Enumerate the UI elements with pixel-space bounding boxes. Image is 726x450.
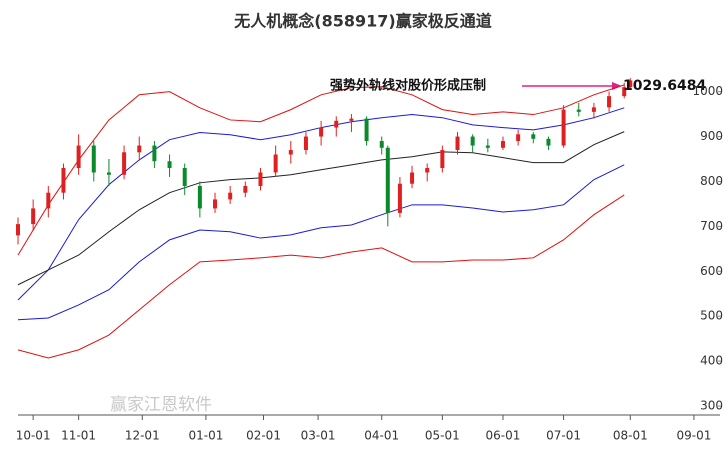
- candle-body: [273, 154, 278, 173]
- candle-body: [500, 141, 505, 148]
- candle-body: [182, 167, 187, 186]
- candle-body: [319, 127, 324, 137]
- candle-body: [167, 161, 172, 168]
- watermark: 赢家江恩软件: [110, 395, 212, 415]
- y-tick-label: 500: [700, 309, 723, 323]
- candle-body: [516, 134, 521, 142]
- channel-line: [17, 131, 625, 286]
- y-tick-label: 300: [700, 399, 723, 413]
- x-tick-label: 10-01: [16, 429, 51, 443]
- candle-body: [576, 109, 581, 112]
- candle-body: [455, 136, 460, 151]
- candle-body: [303, 136, 308, 151]
- candle-body: [379, 141, 384, 148]
- candle-body: [152, 145, 157, 162]
- x-tick-label: 06-01: [486, 429, 521, 443]
- y-tick-label: 900: [700, 129, 723, 143]
- candle-body: [288, 150, 293, 155]
- candle-body: [485, 145, 490, 148]
- candle-body: [334, 120, 339, 128]
- candle-body: [440, 150, 445, 168]
- candle-body: [137, 145, 142, 153]
- x-tick-label: 03-01: [301, 429, 336, 443]
- candle-body: [385, 147, 390, 213]
- candle-body: [364, 118, 369, 142]
- candle-body: [31, 208, 36, 225]
- candle-body: [258, 172, 263, 186]
- candle-body: [76, 145, 81, 168]
- candle-body: [122, 152, 127, 175]
- candle-body: [397, 183, 402, 213]
- y-tick-label: 600: [700, 264, 723, 278]
- x-tick-label: 02-01: [246, 429, 281, 443]
- channel-line: [17, 84, 625, 256]
- candle-body: [628, 80, 633, 88]
- candle-body: [470, 136, 475, 146]
- candle-body: [425, 167, 430, 173]
- x-tick-label: 05-01: [425, 429, 460, 443]
- channel-line: [17, 164, 625, 321]
- candle-body: [228, 192, 233, 200]
- candle-body: [349, 118, 354, 121]
- candle-body: [531, 134, 536, 139]
- x-tick-label: 08-01: [613, 429, 648, 443]
- chart-title: 无人机概念(858917)赢家极反通道: [233, 12, 491, 31]
- candle-body: [591, 107, 596, 112]
- channel-line: [17, 194, 625, 359]
- candle-body: [61, 167, 66, 193]
- candle-body: [622, 87, 627, 97]
- candle-body: [546, 138, 551, 146]
- price-label: 1029.6484: [623, 78, 707, 94]
- candle-body: [91, 145, 96, 173]
- y-tick-label: 700: [700, 219, 723, 233]
- candle-body: [197, 185, 202, 209]
- candle-body: [410, 172, 415, 184]
- x-tick-label: 09-01: [677, 429, 712, 443]
- x-tick-label: 12-01: [125, 429, 160, 443]
- candle-body: [607, 96, 612, 108]
- candle-body: [106, 172, 111, 175]
- candle-body: [16, 224, 20, 236]
- x-tick-label: 04-01: [364, 429, 399, 443]
- annotation: 强势外轨线对股价形成压制: [330, 78, 486, 94]
- x-tick-label: 11-01: [61, 429, 96, 443]
- candle-body: [243, 185, 248, 193]
- y-tick-label: 800: [700, 174, 723, 188]
- candle-body: [561, 109, 566, 146]
- x-tick-label: 07-01: [546, 429, 581, 443]
- candle-body: [213, 199, 218, 209]
- candle-body: [46, 192, 51, 209]
- y-tick-label: 1000: [692, 84, 723, 98]
- x-tick-label: 01-01: [188, 429, 223, 443]
- y-tick-label: 400: [700, 354, 723, 368]
